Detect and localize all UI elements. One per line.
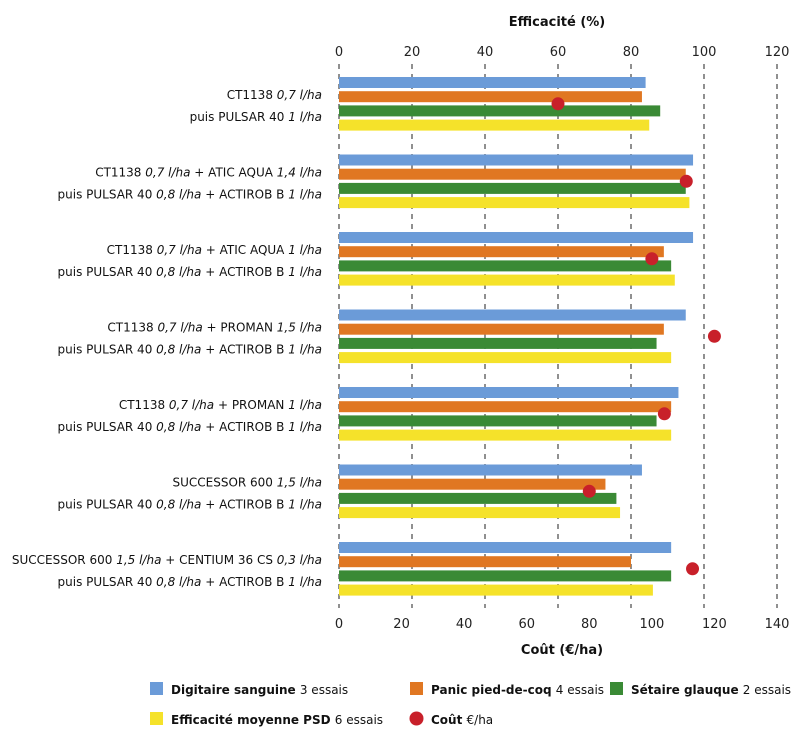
bottom-tick-label: 20	[393, 617, 410, 632]
category-label-1-line-1: CT1138 0,7 l/ha	[227, 88, 322, 102]
legend-label-5: Coût €/ha	[431, 713, 493, 727]
cost-dot-cat-4	[707, 329, 721, 343]
top-axis-title: Efficacité (%)	[509, 15, 605, 30]
bottom-tick-label: 40	[456, 617, 473, 632]
bar-3-cat-4	[339, 337, 657, 349]
category-label-5-line-2: puis PULSAR 40 0,8 l/ha + ACTIROB B 1 l/…	[58, 420, 322, 434]
cost-dot-cat-6	[582, 484, 596, 498]
top-tick-label: 0	[335, 45, 343, 60]
bar-3-cat-5	[339, 415, 657, 427]
legend-swatch-1	[150, 682, 163, 695]
bar-3-cat-2	[339, 182, 686, 194]
legend-swatch-3	[610, 682, 623, 695]
top-tick-label: 40	[477, 45, 494, 60]
top-tick-label: 120	[765, 45, 790, 60]
bar-4-cat-4	[339, 352, 672, 364]
top-tick-label: 100	[692, 45, 717, 60]
bar-2-cat-1	[339, 91, 642, 103]
category-labels: CT1138 0,7 l/ha puis PULSAR 40 1 l/ha CT11…	[12, 88, 322, 589]
legend-swatch-2	[410, 682, 423, 695]
bar-2-cat-4	[339, 323, 664, 335]
bottom-axis-ticks: 0 20 40 60 80 100 120 140	[335, 617, 790, 632]
cost-markers	[551, 97, 721, 576]
bar-1-cat-3	[339, 232, 694, 243]
category-label-2-line-1: CT1138 0,7 l/ha + ATIC AQUA 1,4 l/ha	[95, 166, 322, 180]
legend-swatch-5	[409, 711, 424, 726]
cost-dot-cat-7	[686, 562, 700, 576]
bar-1-cat-7	[339, 542, 672, 553]
bar-2-cat-6	[339, 478, 606, 490]
bar-2-cat-5	[339, 401, 672, 413]
bar-2-cat-2	[339, 168, 686, 180]
category-label-6-line-2: puis PULSAR 40 0,8 l/ha + ACTIROB B 1 l/…	[58, 498, 322, 512]
bar-1-cat-2	[339, 154, 694, 166]
legend: Digitaire sanguine 3 essais Panic pied-de…	[150, 682, 791, 727]
category-label-3-line-2: puis PULSAR 40 0,8 l/ha + ACTIROB B 1 l/…	[58, 265, 322, 279]
bottom-tick-label: 100	[639, 617, 664, 632]
bar-1-cat-1	[339, 77, 646, 88]
category-label-6-line-1: SUCCESSOR 600 1,5 l/ha	[172, 476, 322, 490]
category-label-4-line-1: CT1138 0,7 l/ha + PROMAN 1,5 l/ha	[107, 321, 322, 335]
cost-dot-cat-2	[679, 174, 693, 188]
bar-4-cat-6	[339, 507, 621, 519]
bar-2-cat-7	[339, 556, 631, 568]
bar-4-cat-5	[339, 429, 672, 441]
category-label-4-line-2: puis PULSAR 40 0,8 l/ha + ACTIROB B 1 l/…	[58, 343, 322, 357]
bottom-axis-title: Coût (€/ha)	[521, 643, 603, 658]
top-tick-label: 60	[550, 45, 567, 60]
bottom-tick-label: 140	[765, 617, 790, 632]
bar-4-cat-1	[339, 119, 650, 131]
bar-1-cat-4	[339, 309, 686, 321]
bar-4-cat-7	[339, 584, 653, 596]
category-label-3-line-1: CT1138 0,7 l/ha + ATIC AQUA 1 l/ha	[107, 243, 322, 257]
top-axis-ticks: 0 20 40 60 80 100 120	[335, 45, 790, 60]
cost-dot-cat-5	[657, 407, 671, 421]
category-label-7-line-1: SUCCESSOR 600 1,5 l/ha + CENTIUM 36 CS 0…	[12, 553, 322, 567]
bar-3-cat-6	[339, 492, 617, 504]
bottom-tick-label: 80	[581, 617, 598, 632]
category-label-5-line-1: CT1138 0,7 l/ha + PROMAN 1 l/ha	[119, 398, 322, 412]
bar-3-cat-7	[339, 570, 672, 582]
bottom-tick-label: 0	[335, 617, 343, 632]
bar-1-cat-6	[339, 464, 642, 476]
bar-3-cat-3	[339, 260, 672, 272]
bottom-tick-label: 120	[702, 617, 727, 632]
bars	[339, 77, 694, 596]
bar-4-cat-2	[339, 197, 690, 209]
legend-label-2: Panic pied-de-coq 4 essais	[431, 683, 604, 697]
bar-3-cat-1	[339, 105, 661, 117]
top-tick-label: 20	[404, 45, 421, 60]
cost-dot-cat-3	[645, 252, 659, 266]
legend-label-4: Efficacité moyenne PSD 6 essais	[171, 713, 383, 727]
bar-1-cat-5	[339, 387, 679, 398]
category-label-1-line-2: puis PULSAR 40 1 l/ha	[190, 110, 322, 124]
legend-label-3: Sétaire glauque 2 essais	[631, 683, 791, 697]
category-label-2-line-2: puis PULSAR 40 0,8 l/ha + ACTIROB B 1 l/…	[58, 188, 322, 202]
bar-4-cat-3	[339, 274, 675, 286]
cost-dot-cat-1	[551, 97, 565, 111]
legend-label-1: Digitaire sanguine 3 essais	[171, 683, 348, 697]
top-tick-label: 80	[623, 45, 640, 60]
bottom-tick-label: 60	[518, 617, 535, 632]
category-label-7-line-2: puis PULSAR 40 0,8 l/ha + ACTIROB B 1 l/…	[58, 575, 322, 589]
legend-swatch-4	[150, 712, 163, 725]
bar-2-cat-3	[339, 246, 664, 258]
